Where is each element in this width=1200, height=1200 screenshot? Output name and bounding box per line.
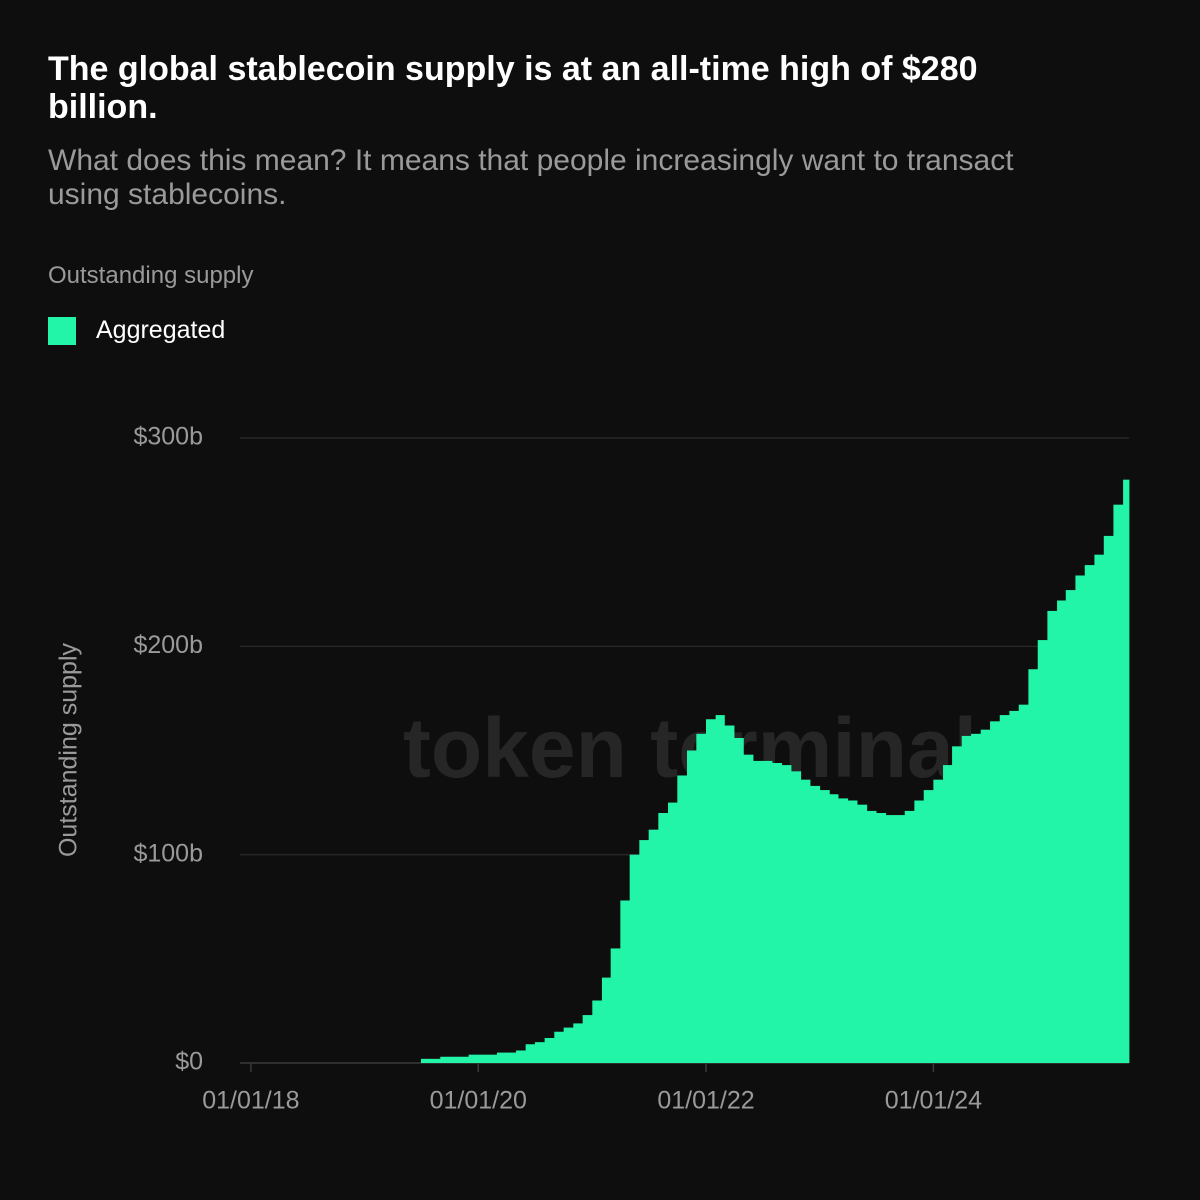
bar: [781, 765, 792, 1063]
bar: [1009, 710, 1020, 1063]
bar: [468, 1054, 479, 1063]
bar: [866, 810, 877, 1063]
bar: [430, 1058, 441, 1063]
bar: [440, 1056, 451, 1063]
x-tick-label: 01/01/18: [202, 1087, 299, 1115]
legend-swatch: [48, 316, 76, 345]
bar: [1057, 600, 1067, 1063]
bar: [573, 1023, 584, 1063]
bar: [1037, 640, 1048, 1063]
x-tick-label: 01/01/24: [885, 1087, 982, 1115]
bar: [648, 829, 659, 1063]
bar: [819, 790, 830, 1063]
y-tick-label: $100b: [133, 839, 203, 867]
chart-subtitle: What does this mean? It means that peopl…: [48, 144, 1014, 211]
bar: [1047, 610, 1058, 1063]
bar: [990, 721, 1001, 1063]
bar: [980, 729, 991, 1063]
bar: [459, 1056, 470, 1063]
y-tick-label: $200b: [133, 631, 203, 659]
bar: [743, 754, 754, 1063]
bar: [838, 798, 849, 1063]
bar: [620, 900, 631, 1063]
bar: [857, 804, 868, 1063]
bar: [914, 800, 925, 1063]
bar: [876, 813, 887, 1063]
y-tick-label: $0: [175, 1048, 203, 1076]
bar: [592, 1000, 603, 1063]
bar: [724, 725, 735, 1063]
bar: [885, 815, 896, 1063]
bar: [1113, 504, 1124, 1064]
bar: [1028, 669, 1039, 1063]
bar: [515, 1050, 527, 1063]
bar: [762, 760, 773, 1063]
bar: [667, 802, 678, 1063]
bar: [1123, 479, 1130, 1064]
bar: [677, 775, 688, 1063]
bar: [534, 1042, 546, 1063]
bar: [961, 735, 972, 1063]
bar: [1018, 704, 1029, 1063]
bar: [933, 779, 944, 1063]
bar: [1103, 535, 1114, 1063]
bar: [582, 1015, 593, 1063]
bar: [999, 715, 1010, 1063]
bar: [478, 1054, 489, 1063]
bar: [715, 715, 725, 1063]
bar: [734, 738, 744, 1063]
bar: [1084, 565, 1095, 1063]
bar: [705, 719, 717, 1063]
bar: [686, 750, 697, 1063]
x-tick-label: 01/01/22: [657, 1087, 754, 1115]
bar: [943, 765, 953, 1063]
bar: [496, 1052, 508, 1063]
bar: [1094, 554, 1105, 1063]
bar: [639, 840, 650, 1063]
bar: [904, 810, 915, 1063]
y-tick-label: $300b: [133, 423, 203, 451]
bar: [658, 813, 669, 1063]
bar: [629, 854, 640, 1063]
chart-label: Outstanding supply: [48, 262, 254, 289]
bar: [800, 779, 811, 1063]
legend: Aggregated: [48, 316, 225, 345]
bar: [1075, 575, 1086, 1063]
bar: [829, 794, 839, 1063]
bar: [696, 733, 707, 1063]
bar: [952, 746, 963, 1063]
bar: [563, 1027, 574, 1063]
bar: [525, 1044, 536, 1063]
chart-title: The global stablecoin supply is at an al…: [48, 50, 978, 126]
bar: [544, 1038, 555, 1063]
bar: [772, 763, 783, 1063]
bar: [1065, 590, 1076, 1063]
bar: [923, 790, 934, 1063]
bar: [847, 800, 858, 1063]
bar: [791, 771, 802, 1063]
bar: [601, 977, 612, 1063]
bar: [810, 785, 821, 1063]
bar: [506, 1052, 517, 1063]
bar: [420, 1058, 432, 1063]
bar: [449, 1056, 460, 1063]
bar: [895, 815, 906, 1063]
y-axis-label: Outstanding supply: [55, 642, 83, 857]
bar: [487, 1054, 498, 1063]
bar: [610, 948, 621, 1063]
bar: [554, 1031, 565, 1063]
legend-label: Aggregated: [96, 316, 226, 344]
bar: [753, 760, 763, 1063]
bar: [971, 733, 982, 1063]
x-tick-label: 01/01/20: [430, 1087, 527, 1115]
